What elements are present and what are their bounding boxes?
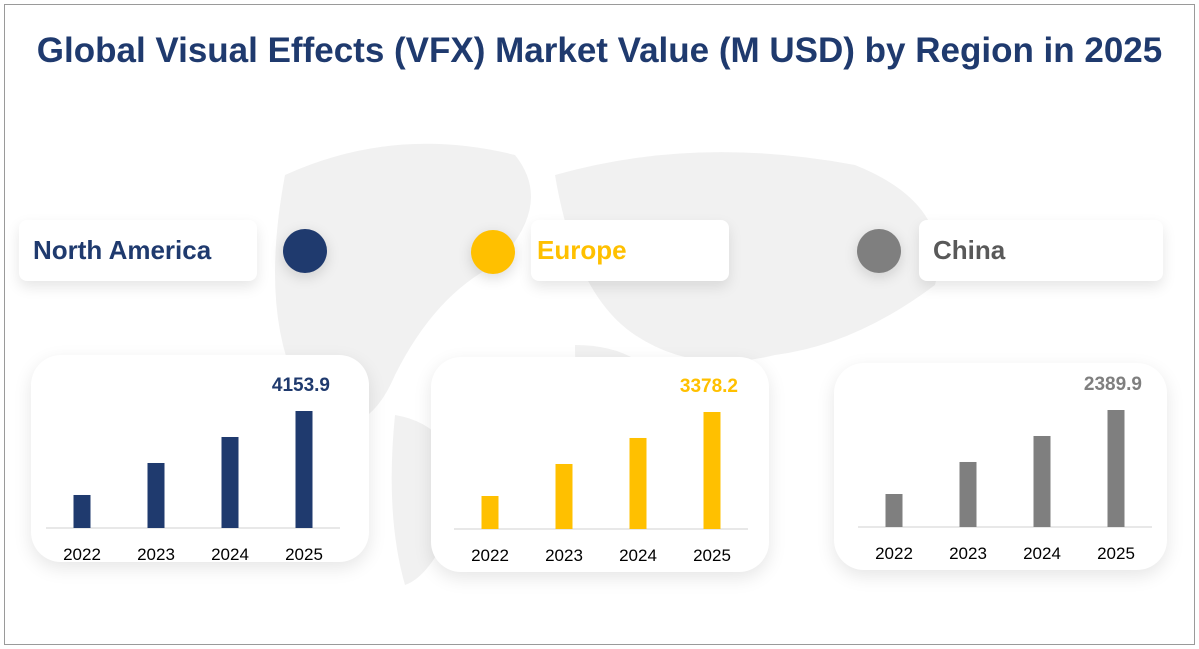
data-label: 3378.2: [680, 376, 738, 397]
x-tick-label: 2023: [137, 545, 175, 562]
europe-marker-icon: [471, 230, 515, 274]
china-chart-card: 2022 2023 2024 2025 2389.9: [834, 363, 1167, 570]
x-tick-label: 2025: [693, 546, 731, 565]
infographic: Global Visual Effects (VFX) Market Value…: [4, 4, 1195, 645]
x-tick-label: 2024: [619, 546, 657, 565]
bar-chart-2: 2022 2023 2024 2025 2389.9: [858, 374, 1152, 563]
europe-chart-card: 2022 2023 2024 2025 3378.2: [431, 357, 769, 572]
data-label: 4153.9: [272, 375, 330, 396]
bar-2022: [481, 495, 499, 529]
legend-label-north-america: North America: [19, 220, 257, 281]
x-tick-label: 2023: [545, 546, 583, 565]
x-tick-label: 2025: [285, 545, 323, 562]
bar-2024: [1033, 435, 1051, 527]
bar-chart-0: 2022 2023 2024 2025 4153.9: [46, 375, 340, 562]
bar-2022: [73, 494, 91, 528]
x-tick-label: 2023: [949, 544, 987, 563]
chart-title: Global Visual Effects (VFX) Market Value…: [36, 31, 1163, 70]
x-tick-label: 2024: [211, 545, 249, 562]
bar-2024: [221, 436, 239, 528]
bar-2024: [629, 437, 647, 529]
north-america-marker-icon: [283, 229, 327, 273]
bar-2023: [147, 462, 165, 528]
x-tick-label: 2025: [1097, 544, 1135, 563]
x-tick-label: 2022: [471, 546, 509, 565]
data-label: 2389.9: [1084, 374, 1142, 395]
bar-chart-1: 2022 2023 2024 2025 3378.2: [454, 376, 748, 565]
x-tick-label: 2022: [875, 544, 913, 563]
bar-2022: [885, 494, 903, 527]
bar-2025: [1107, 410, 1125, 527]
bar-2025: [295, 411, 313, 528]
bar-2025: [703, 412, 721, 529]
china-marker-icon: [857, 229, 901, 273]
north-america-chart-card: 2022 2023 2024 2025 4153.9: [31, 355, 369, 562]
bar-2023: [959, 461, 977, 527]
x-tick-label: 2024: [1023, 544, 1061, 563]
legend-label-europe: Europe: [531, 220, 729, 281]
x-tick-label: 2022: [63, 545, 101, 562]
legend-label-china: China: [919, 220, 1163, 281]
bar-2023: [555, 463, 573, 529]
